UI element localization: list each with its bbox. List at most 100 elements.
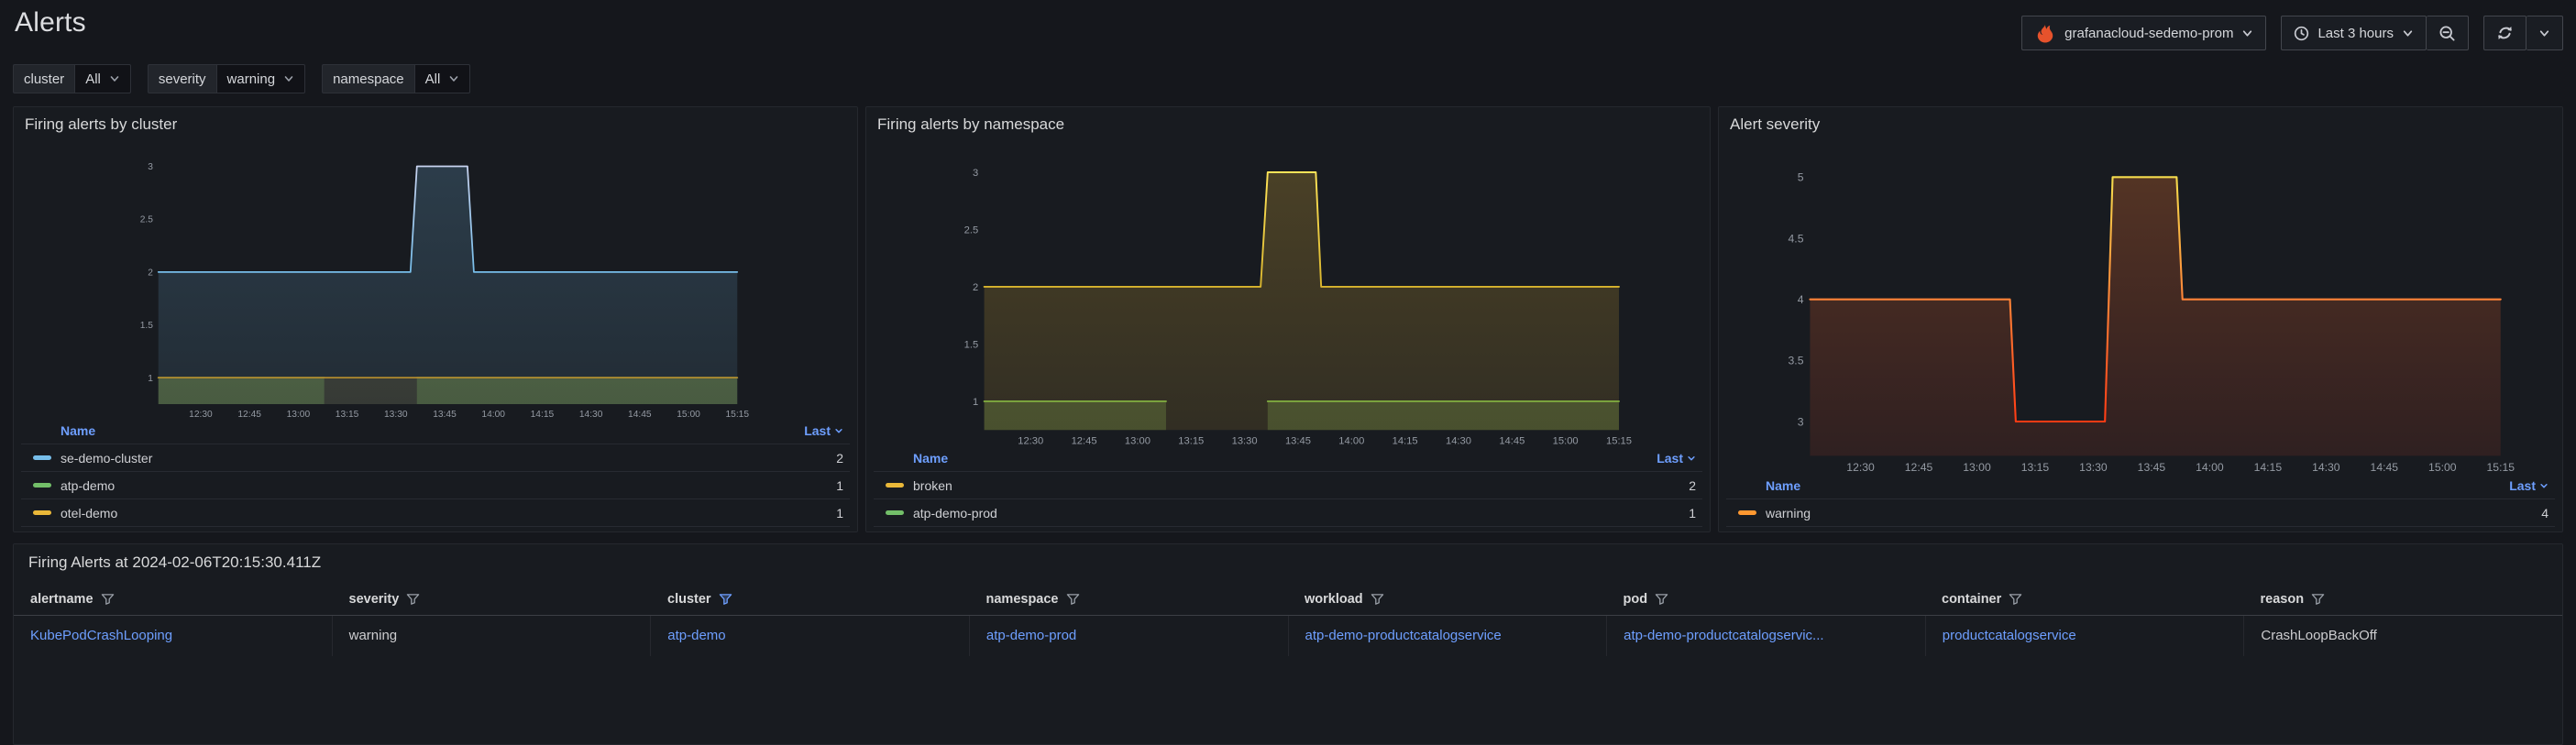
cell-link[interactable]: atp-demo-productcatalogservice xyxy=(1305,628,1502,643)
filter-label: namespace xyxy=(322,64,414,93)
refresh-group xyxy=(2483,16,2563,50)
table-cell-container: productcatalogservice xyxy=(1924,616,2244,656)
filter-funnel-icon[interactable] xyxy=(101,593,115,607)
zoom-out-button[interactable] xyxy=(2427,16,2469,50)
svg-text:14:15: 14:15 xyxy=(2254,461,2283,474)
series-name[interactable]: se-demo-cluster xyxy=(61,450,153,466)
svg-text:1: 1 xyxy=(973,397,978,408)
series-name[interactable]: otel-demo xyxy=(61,505,118,520)
svg-text:14:45: 14:45 xyxy=(1499,435,1525,446)
column-header-namespace[interactable]: namespace xyxy=(969,592,1288,616)
series-name[interactable]: warning xyxy=(1766,505,1811,520)
legend-column-name[interactable]: Name xyxy=(1766,478,1801,493)
column-label: reason xyxy=(2260,592,2305,607)
svg-text:12:30: 12:30 xyxy=(1846,461,1875,474)
svg-text:4.5: 4.5 xyxy=(1789,232,1804,245)
column-label: cluster xyxy=(667,592,711,607)
filter-value-dropdown[interactable]: All xyxy=(413,64,471,93)
time-series-chart[interactable]: 3 3.5 4 4.5 5 12:30 12:45 13:00 13:15 13:30 13:45 1… xyxy=(1726,137,2555,477)
svg-text:12:45: 12:45 xyxy=(1072,435,1097,446)
filter-funnel-icon[interactable] xyxy=(2311,593,2325,607)
chevron-down-icon xyxy=(1687,454,1696,463)
legend-item-broken: broken 2 xyxy=(874,471,1702,498)
svg-text:1.5: 1.5 xyxy=(140,321,154,331)
legend-column-last-sort[interactable]: Last xyxy=(2509,478,2548,493)
column-header-reason[interactable]: reason xyxy=(2243,592,2562,616)
legend-column-name[interactable]: Name xyxy=(913,451,949,466)
column-header-workload[interactable]: workload xyxy=(1288,592,1607,616)
table-panel-title[interactable]: Firing Alerts at 2024-02-06T20:15:30.411… xyxy=(28,553,322,571)
filter-funnel-icon[interactable] xyxy=(406,593,420,607)
legend-item-otel-demo: otel-demo 1 xyxy=(21,498,850,527)
chevron-down-icon xyxy=(834,426,843,435)
filter-funnel-icon[interactable] xyxy=(719,593,732,607)
legend-column-last-sort[interactable]: Last xyxy=(1657,451,1696,466)
filter-funnel-icon[interactable] xyxy=(1066,593,1080,607)
column-header-pod[interactable]: pod xyxy=(1606,592,1925,616)
refresh-button[interactable] xyxy=(2483,16,2526,50)
column-header-alertname[interactable]: alertname xyxy=(14,592,333,616)
filter-funnel-icon[interactable] xyxy=(2009,593,2022,607)
svg-text:3: 3 xyxy=(148,162,153,172)
legend-column-last-sort[interactable]: Last xyxy=(804,423,843,438)
filter-value-dropdown[interactable]: warning xyxy=(215,64,306,93)
legend-item-se-demo-cluster: se-demo-cluster 2 xyxy=(21,444,850,471)
time-range-label: Last 3 hours xyxy=(2317,25,2394,41)
svg-text:4: 4 xyxy=(1798,293,1804,306)
chart-area[interactable]: 3 3.5 4 4.5 5 12:30 12:45 13:00 13:15 13:30 13:45 1… xyxy=(1719,137,2562,477)
dashboard-header: Alerts grafanacloud-sedemo-prom Last 3 h… xyxy=(0,0,2576,50)
chart-area[interactable]: 1 1.5 2 2.5 3 12:30 12:45 13:00 13:15 13:30 13:45 1… xyxy=(866,137,1710,449)
filter-severity: severity warning xyxy=(147,64,306,93)
cell-link[interactable]: atp-demo-prod xyxy=(985,628,1077,643)
time-series-chart[interactable]: 1 1.5 2 2.5 3 12:30 12:45 13:00 13:15 13:30 13:45 1… xyxy=(874,137,1702,449)
svg-text:14:45: 14:45 xyxy=(628,410,652,420)
filter-funnel-icon[interactable] xyxy=(1371,593,1384,607)
legend-column-name[interactable]: Name xyxy=(61,423,96,438)
cell-link[interactable]: productcatalogservice xyxy=(1942,628,2076,643)
table-body: KubePodCrashLooping warning atp-demo atp-de… xyxy=(14,616,2562,656)
filter-value-dropdown[interactable]: All xyxy=(74,64,131,93)
series-last-value: 1 xyxy=(836,477,843,493)
panel-title[interactable]: Firing alerts by cluster xyxy=(25,115,178,133)
column-header-cluster[interactable]: cluster xyxy=(651,592,970,616)
cell-link[interactable]: atp-demo xyxy=(667,628,726,643)
series-name[interactable]: atp-demo xyxy=(61,477,116,493)
series-last-value: 2 xyxy=(836,450,843,466)
filter-funnel-icon[interactable] xyxy=(1655,593,1668,607)
time-series-chart[interactable]: 1 1.5 2 2.5 3 12:30 12:45 13:00 13:15 13:30 13:45 1… xyxy=(21,137,850,422)
svg-text:14:00: 14:00 xyxy=(1338,435,1364,446)
svg-text:14:15: 14:15 xyxy=(531,410,555,420)
column-label: namespace xyxy=(985,592,1059,607)
filter-cluster: cluster All xyxy=(13,64,131,93)
series-name[interactable]: broken xyxy=(913,477,952,493)
svg-text:14:30: 14:30 xyxy=(1446,435,1471,446)
series-name[interactable]: atp-demo-prod xyxy=(913,505,997,520)
svg-text:14:15: 14:15 xyxy=(1393,435,1418,446)
filter-selected-value: warning xyxy=(226,71,276,87)
table-cell-cluster: atp-demo xyxy=(650,616,969,656)
filter-selected-value: All xyxy=(424,71,441,87)
column-header-container[interactable]: container xyxy=(1925,592,2244,616)
series-color-swatch xyxy=(886,483,904,488)
panel-title[interactable]: Alert severity xyxy=(1730,115,1821,133)
chevron-down-icon xyxy=(2538,27,2550,39)
datasource-picker[interactable]: grafanacloud-sedemo-prom xyxy=(2021,16,2267,50)
cell-link[interactable]: KubePodCrashLooping xyxy=(30,628,173,643)
panel-title[interactable]: Firing alerts by namespace xyxy=(877,115,1065,133)
chart-area[interactable]: 1 1.5 2 2.5 3 12:30 12:45 13:00 13:15 13:30 13:45 1… xyxy=(14,137,857,422)
column-header-severity[interactable]: severity xyxy=(332,592,651,616)
panel-alert-severity: Alert severity 3 3.5 4 4.5 5 12:30 12:45 13:00 1… xyxy=(1718,106,2563,532)
time-range-picker[interactable]: Last 3 hours xyxy=(2281,16,2427,50)
panel-firing-alerts-by-cluster: Firing alerts by cluster 1 1.5 2 2.5 3 12:30 1… xyxy=(13,106,858,532)
table-row: KubePodCrashLooping warning atp-demo atp-de… xyxy=(14,616,2562,656)
legend-column-last: Last xyxy=(804,423,831,438)
table-header-row: alertname severity cluster namespace workloa… xyxy=(14,592,2562,616)
svg-text:13:45: 13:45 xyxy=(1285,435,1311,446)
table-cell-alertname: KubePodCrashLooping xyxy=(14,616,332,656)
svg-text:14:00: 14:00 xyxy=(2196,461,2224,474)
refresh-interval-button[interactable] xyxy=(2526,16,2563,50)
cell-link[interactable]: atp-demo-productcatalogservic... xyxy=(1624,628,1824,643)
clock-icon xyxy=(2294,26,2309,41)
filter-label: cluster xyxy=(13,64,75,93)
svg-text:2.5: 2.5 xyxy=(140,215,154,225)
